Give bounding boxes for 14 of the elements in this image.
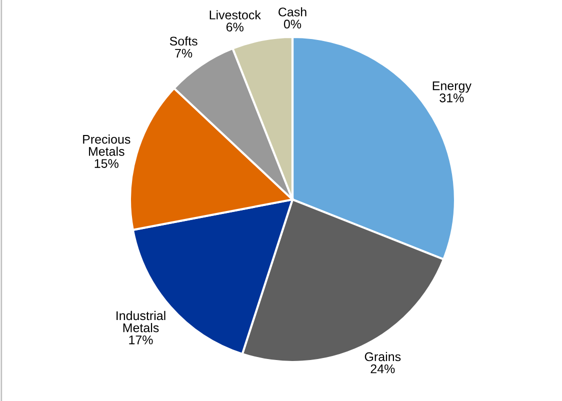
slice-label: Livestock xyxy=(210,10,261,20)
data-label: 31% xyxy=(440,93,464,102)
slice-label: Softs xyxy=(170,36,198,46)
text: 0% xyxy=(284,20,302,29)
category-label: Cash xyxy=(278,7,306,16)
slice-label: Grains xyxy=(364,352,401,362)
slice-label: Industrial Metals xyxy=(116,310,166,332)
slice-label: Energy xyxy=(432,81,472,93)
data-label: 7% xyxy=(175,48,192,58)
data-label: 6% xyxy=(226,22,244,32)
data-label: 15% xyxy=(94,159,118,168)
data-label: 17% xyxy=(129,336,153,344)
data-label: 24% xyxy=(370,364,395,374)
slice-label: Precious Metals xyxy=(83,134,130,156)
